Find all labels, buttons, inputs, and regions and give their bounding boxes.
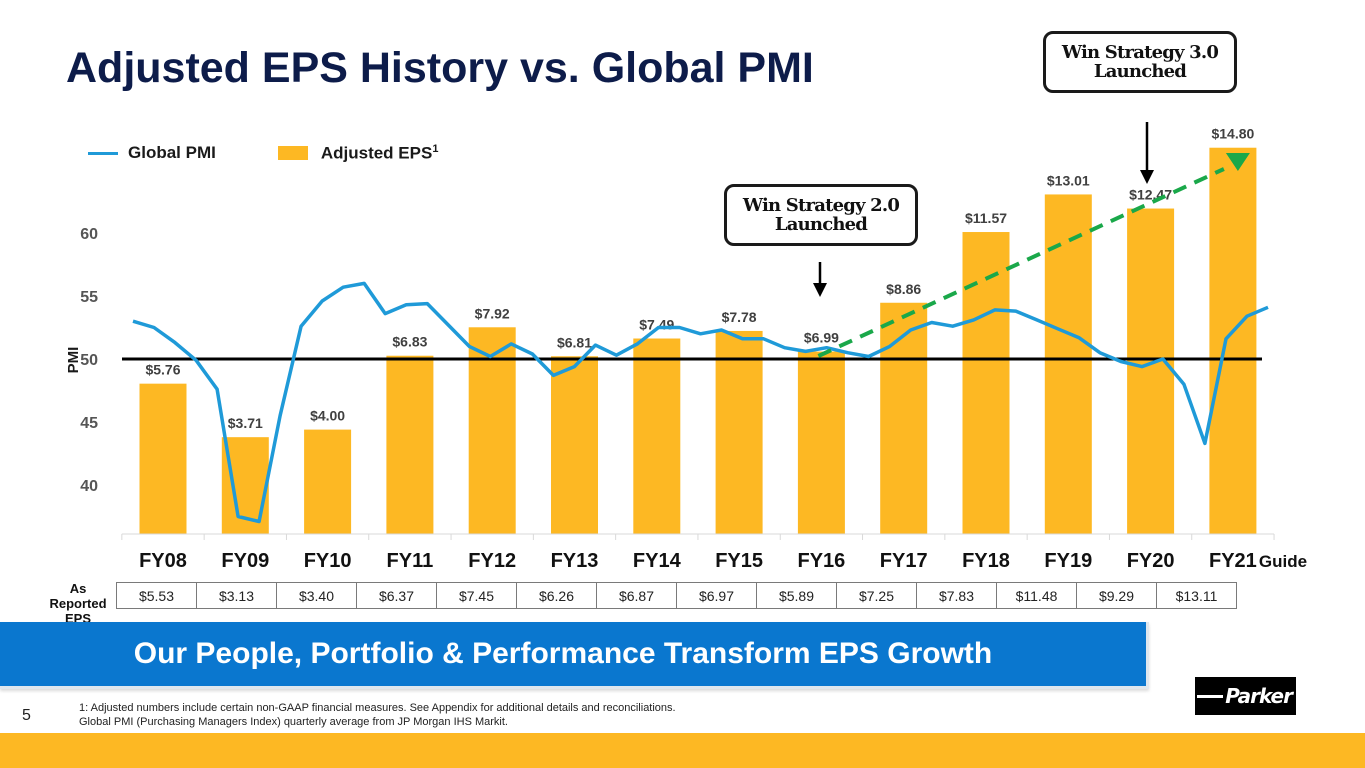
x-tick-label: FY11 xyxy=(387,550,434,572)
banner-text: Our People, Portfolio & Performance Tran… xyxy=(133,637,993,670)
pmi-line xyxy=(132,281,1269,524)
eps-bar xyxy=(715,330,763,534)
logo-text: Parker xyxy=(1225,684,1293,708)
trend-arrow-line xyxy=(817,167,1225,358)
eps-legend-footnote-marker: 1 xyxy=(432,143,439,155)
callout-3-line1: Win Strategy 3.0 xyxy=(1061,42,1219,63)
eps-bar-label: $6.99 xyxy=(804,330,839,346)
x-tick-label: FY19 xyxy=(1044,550,1092,572)
table-cell: $11.48 xyxy=(996,582,1077,609)
x-tick-label: FY14 xyxy=(633,550,682,572)
x-tick-label: FY16 xyxy=(797,550,845,572)
footnotes: 1: Adjusted numbers include certain non-… xyxy=(79,702,676,729)
table-cell: $6.97 xyxy=(676,582,757,609)
y-tick-label: 45 xyxy=(80,415,98,432)
x-tick-label: FY20 xyxy=(1127,550,1175,572)
eps-bar xyxy=(1209,147,1257,534)
callout-2-line2: Launched xyxy=(774,214,868,235)
table-cell: $13.11 xyxy=(1156,582,1237,609)
eps-bar xyxy=(386,355,434,534)
key-message-banner: Our People, Portfolio & Performance Tran… xyxy=(0,622,1149,689)
x-tick-label: FY12 xyxy=(468,550,516,572)
x-tick-label: FY17 xyxy=(880,550,928,572)
table-cell: $3.40 xyxy=(276,582,357,609)
y-tick-label: 60 xyxy=(80,226,98,243)
trend-arrow-head-icon xyxy=(1225,153,1250,171)
footnote-1: 1: Adjusted numbers include certain non-… xyxy=(79,702,676,714)
win-strategy-2-callout: Win Strategy 2.0 Launched xyxy=(724,184,918,246)
eps-bar-label: $12.47 xyxy=(1129,187,1172,203)
footer-band xyxy=(0,733,1365,768)
x-tick-label: FY15 xyxy=(715,550,763,572)
callout-2-line1: Win Strategy 2.0 xyxy=(742,195,900,216)
eps-bar-label: $14.80 xyxy=(1211,126,1254,142)
x-tick-label: FY08 xyxy=(139,550,187,572)
eps-bar-label: $8.86 xyxy=(886,281,921,297)
eps-bar xyxy=(797,351,845,534)
eps-bar-label: $11.57 xyxy=(965,210,1007,226)
table-row: $5.53 $3.13 $3.40 $6.37 $7.45 $6.26 $6.87 $6.97… xyxy=(116,582,1237,609)
callout-3-line2: Launched xyxy=(1093,61,1187,82)
y-tick-label: 50 xyxy=(80,352,98,369)
pmi-legend-swatch xyxy=(88,151,118,155)
page-title: Adjusted EPS History vs. Global PMI xyxy=(66,44,814,92)
eps-bar xyxy=(468,327,516,534)
footnote-2: Global PMI (Purchasing Managers Index) q… xyxy=(79,715,508,728)
callout-2-arrow-head-icon xyxy=(813,283,827,297)
win-strategy-3-callout: Win Strategy 3.0 Launched xyxy=(1043,31,1237,93)
eps-bar-label: $7.78 xyxy=(722,309,757,325)
eps-bar-label: $6.81 xyxy=(557,334,592,350)
eps-bar xyxy=(1127,208,1175,534)
eps-bar-label: $7.92 xyxy=(475,305,510,321)
table-cell: $6.26 xyxy=(516,582,597,609)
table-cell: $6.37 xyxy=(356,582,437,609)
eps-bar-label: $6.83 xyxy=(392,334,427,350)
eps-bar xyxy=(551,356,598,534)
table-cell: $7.25 xyxy=(836,582,917,609)
y-tick-label: 40 xyxy=(80,478,98,495)
eps-bar-label: $5.76 xyxy=(145,362,180,378)
x-tick-label: FY21 xyxy=(1209,550,1257,572)
chart-legend: Global PMI Adjusted EPS1 xyxy=(88,143,438,164)
x-tick-label: FY09 xyxy=(221,550,269,572)
table-cell: $5.53 xyxy=(116,582,197,609)
eps-bar-label: $13.01 xyxy=(1047,172,1090,188)
as-reported-eps-table: $5.53 $3.13 $3.40 $6.37 $7.45 $6.26 $6.87 $6.97… xyxy=(116,582,1237,609)
table-cell: $7.45 xyxy=(436,582,517,609)
x-tick-label: FY13 xyxy=(551,550,599,572)
table-label-line1: As Reported xyxy=(49,581,107,611)
y-tick-label: 55 xyxy=(80,289,98,306)
table-cell: $9.29 xyxy=(1076,582,1157,609)
eps-bar xyxy=(1044,194,1092,534)
eps-bar xyxy=(880,302,928,534)
eps-bar-label: $3.71 xyxy=(228,415,263,431)
page-number: 5 xyxy=(22,707,31,724)
y-axis-label: PMI xyxy=(65,347,82,374)
callout-3-arrow-head-icon xyxy=(1140,170,1154,184)
logo-dash xyxy=(1197,694,1224,698)
pmi-legend-label: Global PMI xyxy=(128,143,216,163)
table-cell: $5.89 xyxy=(756,582,837,609)
table-cell: $6.87 xyxy=(596,582,677,609)
eps-bar-label: $4.00 xyxy=(310,408,345,424)
eps-pmi-chart: $5.76$3.71 $4.00$6.83$7.92$6.81$7.49 $7.78… xyxy=(65,122,1307,572)
as-reported-eps-label: As Reported EPS xyxy=(40,581,116,626)
table-cell: $3.13 xyxy=(196,582,277,609)
parker-logo: Parker xyxy=(1195,677,1296,715)
x-tick-label: FY10 xyxy=(304,550,352,572)
eps-bar xyxy=(633,338,681,534)
eps-bar xyxy=(139,383,187,534)
eps-legend-swatch xyxy=(277,146,308,161)
eps-legend-text: Adjusted EPS xyxy=(320,143,433,163)
eps-bar xyxy=(304,429,352,534)
table-cell: $7.83 xyxy=(916,582,997,609)
eps-legend-label: Adjusted EPS1 xyxy=(321,143,439,164)
eps-bar xyxy=(962,232,1010,534)
x-tick-suffix: Guide xyxy=(1259,552,1307,571)
x-tick-label: FY18 xyxy=(962,550,1010,572)
